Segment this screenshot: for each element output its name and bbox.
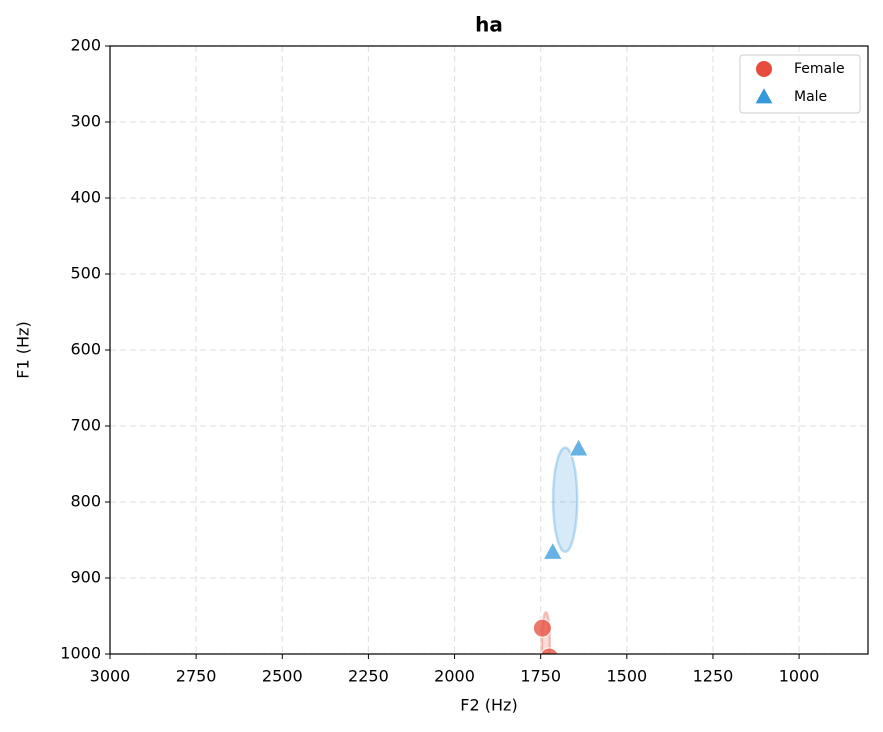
y-tick-label: 800 [70, 492, 101, 511]
point [568, 437, 589, 457]
point [542, 541, 564, 560]
x-tick-label: 1250 [693, 667, 734, 686]
axes: 3000 2750 2500 2250 2000 1750 1500 1250 1000 200 3… [60, 36, 819, 686]
x-tick-label: 1000 [779, 667, 820, 686]
x-tick-label: 2500 [262, 667, 303, 686]
y-axis-label: F1 (Hz) [14, 321, 33, 378]
y-tick-label: 500 [70, 264, 101, 283]
legend-label: Female [794, 61, 845, 77]
legend-marker [755, 88, 773, 104]
y-tick-label: 1000 [60, 644, 101, 663]
grid [109, 45, 868, 655]
y-tick-label: 900 [70, 568, 101, 587]
x-tick-label: 1750 [520, 667, 561, 686]
legend: Female Male [739, 54, 861, 114]
x-tick-label: 2750 [176, 667, 217, 686]
x-tick-label: 3000 [90, 667, 131, 686]
point [532, 618, 552, 638]
y-tick-label: 600 [70, 340, 101, 359]
x-axis-label: F2 (Hz) [460, 696, 517, 715]
y-tick-label: 400 [70, 188, 101, 207]
x-tick-label: 2250 [348, 667, 389, 686]
chart-title: ha [475, 13, 503, 37]
y-tick-label: 300 [70, 112, 101, 131]
legend-marker [756, 61, 772, 77]
plot-area [532, 437, 589, 654]
y-tick-label: 200 [70, 36, 101, 55]
y-tick-label: 700 [70, 416, 101, 435]
confidence-ellipse [551, 446, 579, 554]
x-tick-label: 2000 [434, 667, 475, 686]
point [540, 647, 559, 654]
x-tick-label: 1500 [606, 667, 647, 686]
legend-label: Male [794, 89, 827, 105]
